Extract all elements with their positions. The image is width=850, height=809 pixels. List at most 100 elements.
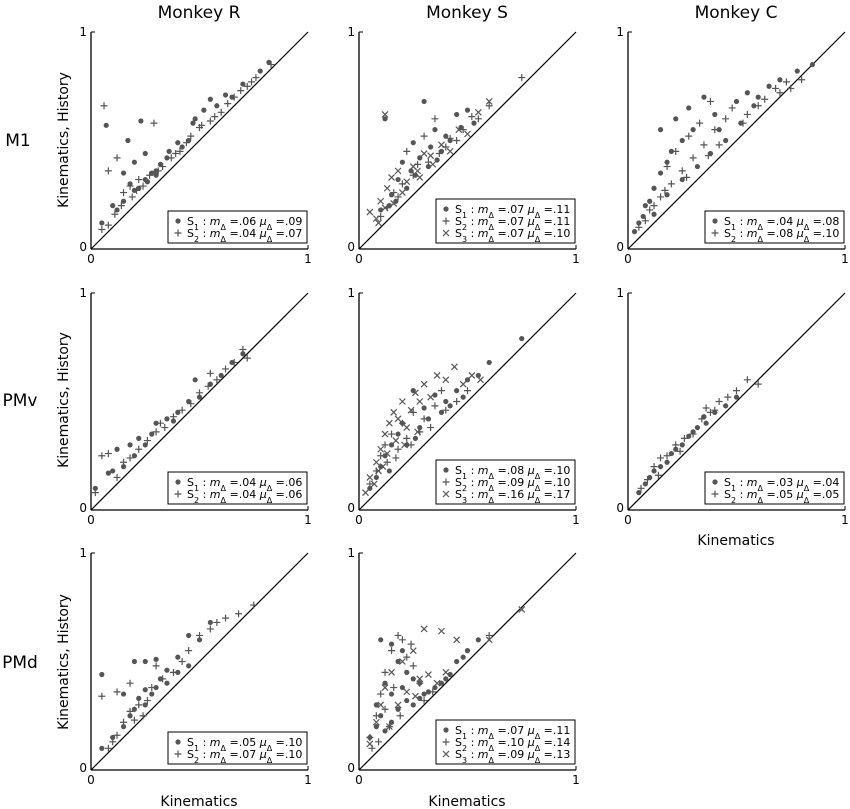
data-point-s1: [120, 724, 127, 730]
data-point-s2: [464, 387, 471, 395]
y-tick-label-0: 0: [79, 240, 87, 254]
data-point-s2: [148, 684, 156, 692]
x-tick-label-0: 0: [355, 773, 363, 787]
data-point-s1: [131, 658, 137, 665]
data-point-s1: [157, 161, 164, 167]
x-axis-label-pmv-c: Kinematics: [697, 533, 774, 549]
identity-line: [90, 552, 309, 771]
y-tick-label-0: 0: [79, 501, 87, 515]
row-label-pmd: PMd: [2, 653, 38, 673]
data-point-s1: [382, 728, 388, 734]
data-point-s2: [429, 688, 437, 696]
data-point-s1: [166, 148, 172, 154]
series-s3: [362, 363, 484, 497]
data-point-s1: [388, 719, 395, 725]
data-point-s1: [153, 656, 159, 662]
data-point-s2: [739, 119, 747, 127]
data-point-s1: [636, 490, 642, 496]
data-point-s3: [381, 684, 389, 691]
data-point-s3: [394, 167, 402, 175]
data-point-s2: [239, 345, 247, 353]
data-point-s3: [442, 668, 450, 676]
data-point-s2: [776, 89, 784, 97]
x-tick-label-1: 1: [572, 773, 580, 787]
data-point-s2: [715, 141, 723, 149]
data-point-s3: [381, 204, 389, 212]
data-point-s1: [651, 211, 657, 217]
data-point-s1: [694, 424, 701, 431]
legend-entry-s1: S1 : mΔ =.08 μΔ =.10: [455, 464, 570, 481]
data-point-s3: [398, 189, 406, 197]
data-point-s2: [641, 217, 649, 225]
legend-box: [704, 471, 845, 505]
data-point-s3: [394, 701, 402, 709]
data-point-s2: [398, 636, 406, 644]
data-point-s2: [375, 738, 383, 746]
data-point-s3: [420, 150, 428, 157]
data-point-s2: [761, 95, 769, 103]
data-point-s1: [120, 464, 127, 470]
data-point-s2: [442, 406, 450, 414]
data-point-s2: [377, 452, 385, 460]
data-point-s1: [651, 185, 657, 191]
data-point-s2: [715, 398, 723, 405]
data-point-s1: [421, 98, 427, 105]
data-point-s2: [702, 404, 710, 412]
data-point-s1: [378, 637, 384, 643]
data-point-s1: [378, 207, 384, 213]
data-point-s2: [91, 489, 99, 497]
data-point-s3: [398, 398, 406, 405]
series-s1: [631, 61, 816, 235]
data-point-s3: [420, 380, 428, 388]
data-point-s2: [468, 113, 476, 121]
legend-marker-s1: [175, 218, 181, 224]
data-point-s1: [475, 637, 481, 643]
x-tick-label-1: 1: [304, 773, 312, 787]
data-point-s1: [196, 394, 203, 400]
data-point-s3: [366, 740, 374, 748]
data-point-s2: [198, 121, 206, 129]
data-point-s2: [782, 78, 790, 86]
x-tick-label-0: 0: [624, 252, 632, 266]
data-point-s2: [196, 631, 203, 639]
data-point-s1: [664, 192, 670, 198]
data-point-s3: [433, 372, 441, 379]
data-point-s2: [178, 406, 186, 414]
data-point-s3: [477, 376, 484, 384]
series-s1: [99, 59, 272, 226]
data-point-s2: [683, 173, 691, 181]
data-point-s3: [383, 450, 391, 458]
legend-box: [435, 198, 576, 244]
data-point-s1: [138, 118, 144, 124]
data-point-s1: [412, 435, 419, 441]
data-point-s2: [711, 406, 719, 414]
data-point-s2: [672, 147, 680, 155]
data-point-s1: [425, 163, 432, 170]
data-point-s2: [100, 102, 108, 110]
data-point-s1: [447, 671, 453, 678]
data-point-s1: [164, 667, 170, 673]
data-point-s1: [142, 702, 148, 708]
data-point-s1: [373, 702, 379, 708]
data-point-s2: [431, 115, 439, 123]
data-point-s3: [403, 178, 411, 186]
data-point-s2: [635, 223, 643, 231]
data-point-s1: [723, 137, 729, 144]
data-point-s2: [187, 132, 195, 140]
data-point-s1: [471, 120, 477, 126]
data-point-s2: [696, 119, 704, 127]
data-point-s1: [127, 713, 133, 719]
legend-entry-s1: S1 : mΔ =.04 μΔ =.06: [187, 476, 302, 493]
data-point-s2: [366, 733, 374, 741]
x-tick-label-0: 0: [87, 773, 95, 787]
data-point-s1: [131, 159, 137, 165]
x-tick-label-1: 1: [841, 252, 849, 266]
data-point-s1: [131, 706, 137, 712]
data-point-s2: [518, 74, 526, 82]
